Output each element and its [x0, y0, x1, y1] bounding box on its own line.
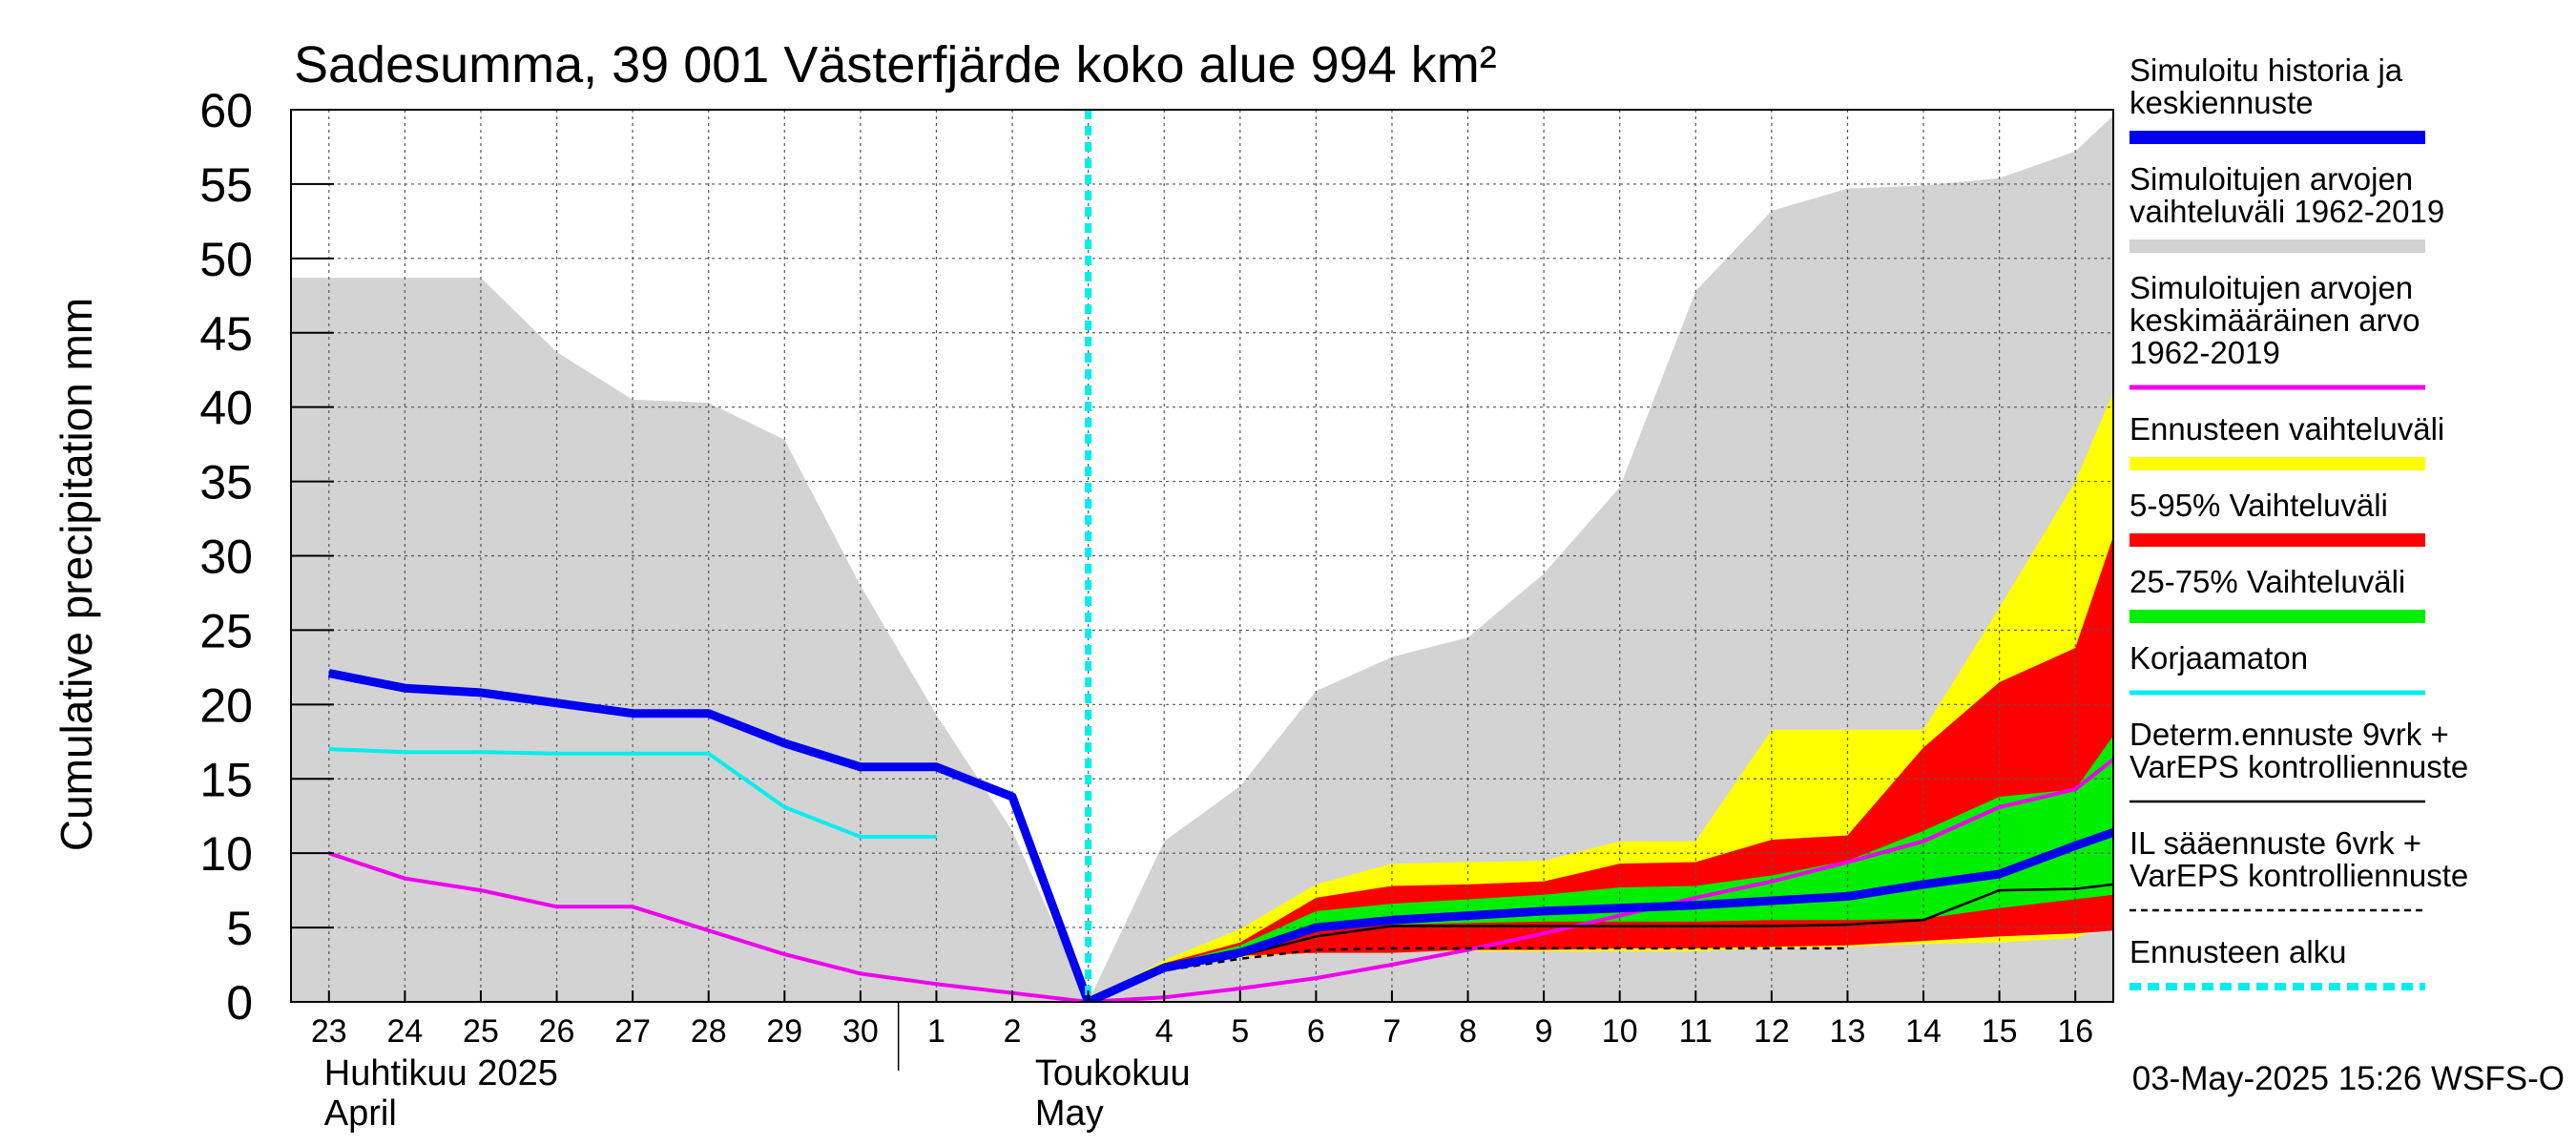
y-tick-label: 5 — [226, 902, 253, 955]
x-tick-label: 26 — [539, 1013, 575, 1050]
y-tick-label: 0 — [226, 976, 253, 1030]
legend-item-il-s-ennuste-6vrk-vareps-kontrolliennuste: IL sääennuste 6vrk + VarEPS kontrollienn… — [2129, 825, 2468, 912]
legend-item-korjaamaton: Korjaamaton — [2129, 640, 2425, 696]
y-tick-label: 40 — [199, 382, 253, 435]
plot-series-group — [291, 110, 2113, 1002]
x-tick-label: 11 — [1679, 1013, 1713, 1050]
legend-label: Korjaamaton — [2129, 640, 2308, 676]
legend-item-determ-ennuste-9vrk-vareps-kontrolliennuste: Determ.ennuste 9vrk +VarEPS kontrollienn… — [2129, 717, 2468, 803]
line-determ-ennuste-9vrk-vareps-kontrolliennuste — [1088, 883, 2113, 1002]
x-tick-label: 9 — [1535, 1013, 1553, 1050]
y-tick-label: 20 — [199, 678, 253, 732]
legend-swatch — [2129, 131, 2425, 144]
line-il-s-ennuste-6vrk-vareps-kontrolliennuste — [1088, 947, 1848, 1002]
legend-label: keskiennuste — [2129, 85, 2314, 120]
x-tick-label: 3 — [1079, 1013, 1097, 1050]
x-tick-label: 28 — [691, 1013, 727, 1050]
y-tick-label: 10 — [199, 827, 253, 881]
legend-label: VarEPS kontrolliennuste — [2129, 749, 2468, 784]
legend-label: IL sääennuste 6vrk + — [2129, 825, 2421, 861]
y-tick-label: 30 — [199, 531, 253, 584]
x-tick-label: 4 — [1155, 1013, 1174, 1050]
legend: Simuloitu historia jakeskiennusteSimuloi… — [2129, 52, 2468, 990]
legend-label: Simuloitu historia ja — [2129, 52, 2403, 88]
x-tick-label: 23 — [311, 1013, 347, 1050]
x-tick-label: 24 — [386, 1013, 423, 1050]
y-axis-label: Cumulative precipitation mm — [52, 298, 101, 851]
legend-swatch — [2129, 239, 2425, 253]
x-tick-label: 16 — [2057, 1013, 2093, 1050]
legend-label: 5-95% Vaihteluväli — [2129, 488, 2388, 523]
x-tick-label: 15 — [1982, 1013, 2018, 1050]
x-tick-label: 29 — [766, 1013, 802, 1050]
legend-label: vaihteluväli 1962-2019 — [2129, 194, 2444, 229]
legend-label: Ennusteen vaihteluväli — [2129, 411, 2444, 447]
month-label: Huhtikuu 2025 — [324, 1053, 558, 1093]
legend-item-ennusteen-alku: Ennusteen alku — [2129, 934, 2425, 990]
y-tick-label: 15 — [199, 753, 253, 806]
x-tick-label: 30 — [842, 1013, 879, 1050]
x-tick-label: 7 — [1382, 1013, 1401, 1050]
x-tick-label: 12 — [1754, 1013, 1790, 1050]
legend-item-5-95-vaihteluv-li: 5-95% Vaihteluväli — [2129, 488, 2425, 547]
x-tick-label: 6 — [1307, 1013, 1325, 1050]
x-tick-label: 5 — [1231, 1013, 1249, 1050]
y-tick-label: 55 — [199, 158, 253, 212]
y-tick-label: 25 — [199, 604, 253, 657]
legend-item-ennusteen-vaihteluv-li: Ennusteen vaihteluväli — [2129, 411, 2444, 470]
x-tick-label: 8 — [1459, 1013, 1477, 1050]
legend-label: Determ.ennuste 9vrk + — [2129, 717, 2449, 752]
legend-label: VarEPS kontrolliennuste — [2129, 858, 2468, 893]
line-simuloitujen-arvojen-keskim-r-inen-arvo-1962-2019 — [328, 758, 2113, 1002]
plot-area — [291, 110, 2113, 1002]
y-tick-label: 50 — [199, 233, 253, 286]
legend-item-25-75-vaihteluv-li: 25-75% Vaihteluväli — [2129, 564, 2425, 623]
legend-swatch — [2129, 533, 2425, 547]
y-tick-label: 35 — [199, 456, 253, 510]
timestamp: 03-May-2025 15:26 WSFS-O — [2132, 1060, 2565, 1097]
x-tick-label: 13 — [1830, 1013, 1866, 1050]
legend-label: keskimääräinen arvo — [2129, 302, 2420, 338]
month-label-en: April — [324, 1093, 397, 1134]
x-tick-label: 1 — [927, 1013, 945, 1050]
x-tick-label: 27 — [614, 1013, 651, 1050]
line-simuloitu-historia-ja-keskiennuste — [327, 669, 2113, 1002]
grid — [291, 110, 2113, 1002]
x-tick-label: 25 — [463, 1013, 499, 1050]
month-label: Toukokuu — [1035, 1053, 1191, 1093]
x-tick-label: 2 — [1004, 1013, 1022, 1050]
legend-label: Ennusteen alku — [2129, 934, 2347, 969]
chart-title: Sadesumma, 39 001 Västerfjärde koko alue… — [294, 36, 1497, 94]
line-korjaamaton — [328, 747, 937, 839]
legend-swatch — [2129, 610, 2425, 623]
y-tick-label: 60 — [199, 84, 253, 137]
month-label-en: May — [1035, 1093, 1104, 1134]
legend-label: Simuloitujen arvojen — [2129, 270, 2413, 305]
y-tick-label: 45 — [199, 307, 253, 361]
x-tick-label: 14 — [1905, 1013, 1942, 1050]
x-tick-label: 10 — [1602, 1013, 1638, 1050]
legend-label: Simuloitujen arvojen — [2129, 161, 2413, 197]
legend-swatch — [2129, 457, 2425, 470]
legend-label: 25-75% Vaihteluväli — [2129, 564, 2405, 599]
legend-label: 1962-2019 — [2129, 335, 2280, 370]
band-25-75-vaihteluv-li — [1088, 736, 2113, 1002]
